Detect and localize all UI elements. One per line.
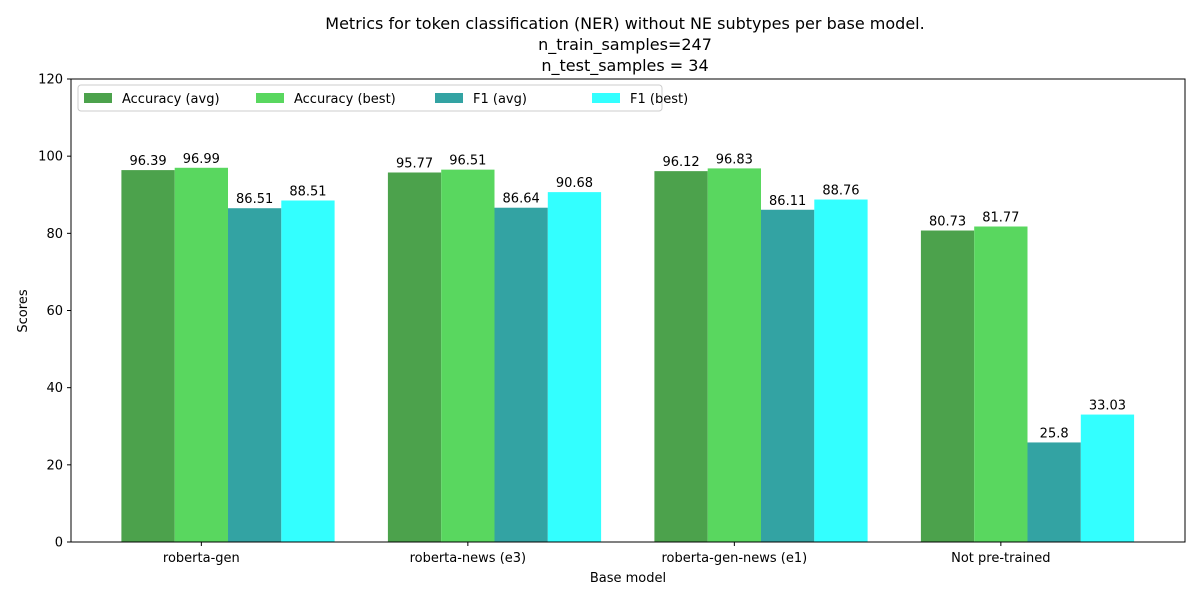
- y-tick-label: 120: [38, 73, 63, 88]
- data-label: 80.73: [929, 215, 966, 230]
- bar: [281, 200, 335, 542]
- data-label: 96.39: [129, 154, 166, 169]
- chart-title-line: Metrics for token classification (NER) w…: [325, 14, 924, 33]
- bar: [387, 172, 442, 543]
- data-label: 96.83: [716, 152, 753, 167]
- bar: [974, 226, 1028, 542]
- y-axis: 0 20 40 60 80 100 120: [38, 73, 71, 551]
- bar: [441, 169, 495, 542]
- bar: [654, 171, 708, 542]
- data-label: 86.11: [769, 194, 806, 209]
- bars: [121, 167, 1135, 543]
- y-axis-label: Scores: [16, 289, 31, 332]
- y-tick-label: 40: [46, 381, 63, 396]
- bar: [228, 208, 282, 542]
- data-label: 25.8: [1040, 426, 1069, 441]
- legend: Accuracy (avg) Accuracy (best) F1 (avg) F1 …: [77, 84, 688, 112]
- data-label: 86.64: [503, 192, 540, 207]
- bar: [547, 192, 602, 542]
- legend-label: Accuracy (avg): [122, 92, 220, 107]
- legend-label: Accuracy (best): [294, 92, 396, 107]
- data-label: 95.77: [396, 156, 433, 171]
- x-tick-label: roberta-gen-news (e1): [661, 551, 807, 566]
- y-tick-label: 100: [38, 150, 63, 165]
- y-tick-label: 80: [46, 227, 63, 242]
- data-labels: 96.39 96.99 86.51 88.51 95.77 96.51 86.64 90.68…: [129, 152, 1126, 442]
- legend-frame: [77, 84, 663, 112]
- bar: [121, 170, 175, 542]
- data-label: 96.12: [662, 155, 699, 170]
- bar: [761, 209, 815, 542]
- x-axis-label: Base model: [590, 571, 666, 586]
- data-label: 86.51: [236, 192, 273, 207]
- data-label: 88.76: [822, 184, 859, 199]
- x-tick-label: roberta-news (e3): [410, 551, 527, 566]
- chart-title: Metrics for token classification (NER) w…: [325, 14, 924, 76]
- data-label: 88.51: [289, 185, 326, 200]
- data-label: 33.03: [1089, 399, 1126, 414]
- y-tick-label: 60: [46, 304, 63, 319]
- bar: [174, 167, 228, 542]
- bar: [1080, 414, 1135, 542]
- plot-frame: [70, 78, 1186, 543]
- chart-subtitle-train: n_train_samples=247: [538, 35, 712, 55]
- y-tick-label: 0: [55, 536, 63, 551]
- bar: [1027, 442, 1081, 542]
- legend-swatch: [84, 93, 112, 103]
- legend-label: F1 (best): [630, 92, 688, 107]
- legend-swatch: [592, 93, 620, 103]
- data-label: 96.51: [449, 154, 486, 169]
- x-tick-label: roberta-gen: [163, 551, 240, 566]
- legend-label: F1 (avg): [473, 92, 527, 107]
- x-tick-label: Not pre-trained: [951, 551, 1050, 566]
- bar: [494, 207, 548, 542]
- bar: [920, 230, 975, 542]
- data-label: 90.68: [556, 176, 593, 191]
- chart-subtitle-test: n_test_samples = 34: [541, 56, 708, 76]
- legend-swatch: [435, 93, 463, 103]
- data-label: 96.99: [183, 152, 220, 167]
- legend-swatch: [256, 93, 284, 103]
- x-axis: roberta-gen roberta-news (e3) roberta-gen-…: [163, 542, 1051, 566]
- data-label: 81.77: [982, 211, 1019, 226]
- bar: [814, 199, 868, 542]
- y-tick-label: 20: [46, 458, 63, 473]
- bar: [707, 168, 761, 542]
